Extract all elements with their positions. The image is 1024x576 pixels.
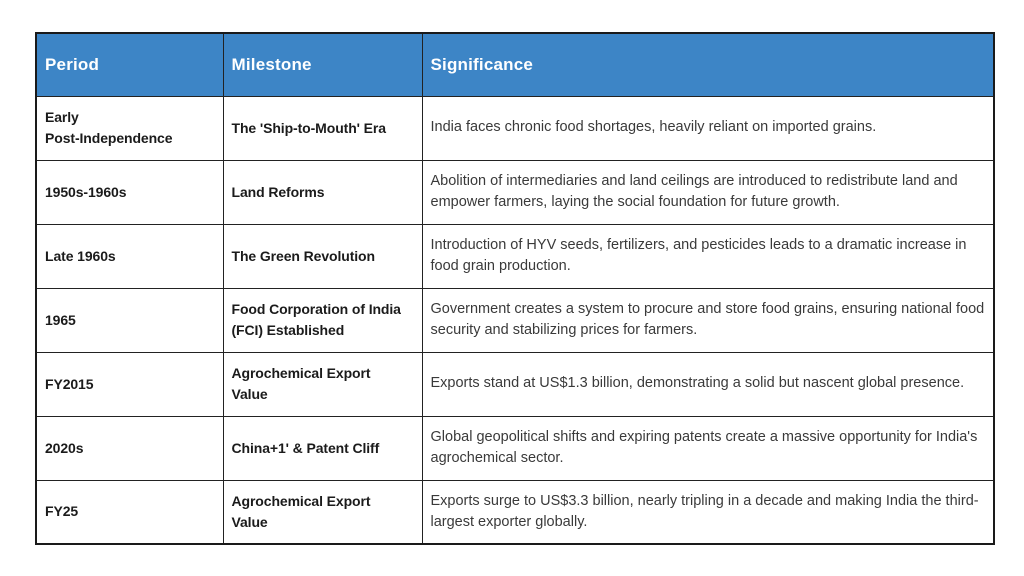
significance-cell: Introduction of HYV seeds, fertilizers, … xyxy=(421,223,995,289)
milestone-cell: The Green Revolution xyxy=(222,223,423,289)
significance-cell: Exports surge to US$3.3 billion, nearly … xyxy=(421,479,995,545)
milestone-cell: The 'Ship-to-Mouth' Era xyxy=(222,95,423,161)
milestone-cell: Agrochemical Export Value xyxy=(222,479,423,545)
table-row: FY2015 Agrochemical Export Value Exports… xyxy=(35,351,995,417)
column-header-period: Period xyxy=(35,32,224,97)
column-header-significance: Significance xyxy=(421,32,995,97)
significance-cell: Global geopolitical shifts and expiring … xyxy=(421,415,995,481)
timeline-table: Period Milestone Significance Early Post… xyxy=(35,32,995,545)
header-row: Period Milestone Significance xyxy=(35,32,995,97)
period-cell: 2020s xyxy=(35,415,224,481)
period-cell: FY25 xyxy=(35,479,224,545)
milestone-cell: Food Corporation of India (FCI) Establis… xyxy=(222,287,423,353)
milestone-cell: Land Reforms xyxy=(222,159,423,225)
table-row: FY25 Agrochemical Export Value Exports s… xyxy=(35,479,995,545)
table-row: 2020s China+1' & Patent Cliff Global geo… xyxy=(35,415,995,481)
period-cell: 1965 xyxy=(35,287,224,353)
period-cell: FY2015 xyxy=(35,351,224,417)
significance-cell: Government creates a system to procure a… xyxy=(421,287,995,353)
table-row: 1950s-1960s Land Reforms Abolition of in… xyxy=(35,159,995,225)
significance-cell: Exports stand at US$1.3 billion, demonst… xyxy=(421,351,995,417)
significance-cell: India faces chronic food shortages, heav… xyxy=(421,95,995,161)
milestone-cell: China+1' & Patent Cliff xyxy=(222,415,423,481)
table-row: Late 1960s The Green Revolution Introduc… xyxy=(35,223,995,289)
milestone-cell: Agrochemical Export Value xyxy=(222,351,423,417)
period-cell: Early Post-Independence xyxy=(35,95,224,161)
table-row: 1965 Food Corporation of India (FCI) Est… xyxy=(35,287,995,353)
significance-cell: Abolition of intermediaries and land cei… xyxy=(421,159,995,225)
table-row: Early Post-Independence The 'Ship-to-Mou… xyxy=(35,95,995,161)
period-cell: 1950s-1960s xyxy=(35,159,224,225)
period-cell: Late 1960s xyxy=(35,223,224,289)
column-header-milestone: Milestone xyxy=(222,32,423,97)
